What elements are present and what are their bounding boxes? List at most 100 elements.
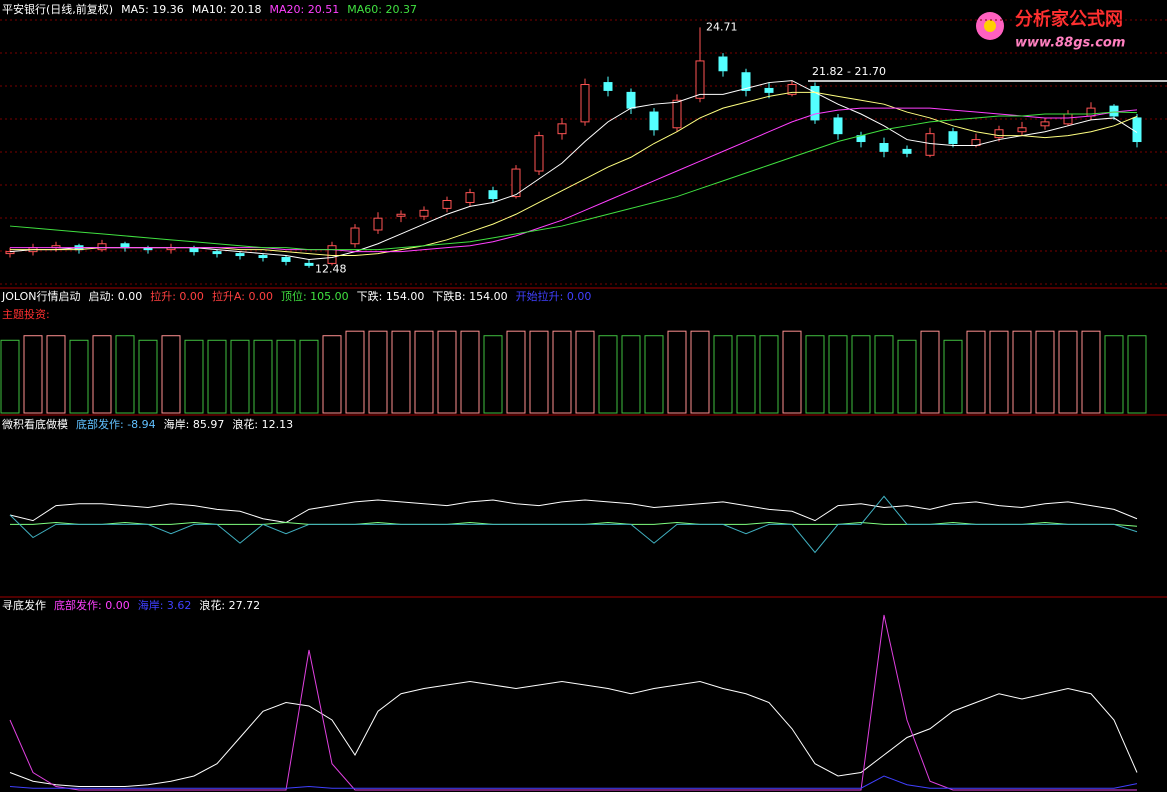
bar (1012, 330, 1032, 414)
candle-body (1040, 121, 1050, 127)
bar (667, 330, 687, 414)
candle-body (764, 87, 774, 93)
panel-title: JOLON行情启动 (1, 290, 81, 303)
bar (552, 330, 572, 414)
bar (805, 335, 825, 414)
line-series (9, 614, 1137, 791)
logo: 分析家公式网 www.88gs.com (976, 8, 1125, 51)
logo-title: 分析家公式网 (1015, 8, 1123, 30)
candle-body (741, 72, 751, 91)
bar (690, 330, 710, 414)
bar (989, 330, 1009, 414)
candle-body (281, 257, 291, 262)
bar (874, 335, 894, 414)
annotation: 24.71 (706, 20, 738, 33)
bar (736, 335, 756, 414)
header-value: MA20: 20.51 (270, 3, 340, 16)
candle-body (557, 123, 567, 135)
candle-body (994, 129, 1004, 139)
bar (529, 330, 549, 414)
header-value: 浪花: 12.13 (232, 417, 293, 431)
candle-body (235, 253, 245, 257)
header-value: 顶位: 105.00 (281, 289, 349, 303)
bar (253, 339, 273, 414)
candle-body (580, 84, 590, 123)
header-value: 拉升A: 0.00 (212, 289, 273, 303)
bar (207, 339, 227, 414)
bar (506, 330, 526, 414)
bar (598, 335, 618, 414)
bar (851, 335, 871, 414)
bar (276, 339, 296, 414)
candle-body (810, 85, 820, 121)
candle-body (672, 99, 682, 129)
candle-body (304, 262, 314, 266)
bar (69, 339, 89, 414)
candle-body (787, 84, 797, 95)
candle-body (833, 117, 843, 135)
line-series (9, 111, 1138, 251)
candle-body (695, 60, 705, 99)
annotation: 12.48 (315, 263, 347, 276)
bar (644, 335, 664, 414)
candle-body (258, 255, 268, 259)
candle-body (718, 56, 728, 72)
candle-body (488, 190, 498, 200)
bar (920, 330, 940, 414)
candle-body (879, 143, 889, 152)
line-series (9, 80, 1138, 260)
bar (92, 335, 112, 414)
header-value: MA10: 20.18 (192, 3, 262, 16)
candle-body (327, 245, 337, 264)
candle-body (5, 251, 15, 255)
logo-url: www.88gs.com (1015, 36, 1125, 51)
bar (828, 335, 848, 414)
candle-body (649, 111, 659, 131)
bar (575, 330, 595, 414)
header-value: MA5: 19.36 (121, 3, 184, 16)
bar (1035, 330, 1055, 414)
bar (713, 335, 733, 414)
bar (115, 335, 135, 414)
panel-title: 寻底发作 (2, 598, 46, 612)
header-value: 开始拉升: 0.00 (516, 289, 592, 303)
bar (299, 339, 319, 414)
bar (368, 330, 388, 414)
candle-body (511, 168, 521, 198)
annotation: 21.82 - 21.70 (812, 65, 886, 78)
bar (460, 330, 480, 414)
candle-body (1109, 105, 1119, 117)
line-series (9, 495, 1138, 554)
line-series (10, 107, 1138, 253)
header-value: MA60: 20.37 (347, 3, 417, 16)
candle-body (925, 133, 935, 156)
bar (437, 330, 457, 414)
bar (897, 339, 917, 414)
bar (621, 335, 641, 414)
candle-body (465, 192, 475, 203)
candle-body (1132, 117, 1142, 143)
bar (1058, 330, 1078, 414)
candle-body (97, 243, 107, 251)
bar (782, 330, 802, 414)
bar (138, 339, 158, 414)
subtitle: 主题投资: (2, 307, 50, 321)
bar (414, 330, 434, 414)
header-value: 启动: 0.00 (89, 290, 143, 303)
header-value: 海岸: 85.97 (164, 417, 225, 431)
panel-title: 微积看底做模 (2, 417, 68, 431)
bar (1081, 330, 1101, 414)
candle-body (1086, 107, 1096, 117)
bar (966, 330, 986, 414)
line-series (9, 499, 1138, 524)
header-value: 浪花: 27.72 (199, 598, 260, 612)
header-value: 下跌: 154.00 (357, 289, 425, 303)
bar (1104, 335, 1124, 414)
bar (483, 335, 503, 414)
candle-body (948, 131, 958, 144)
candle-body (626, 91, 636, 109)
bar (23, 335, 43, 414)
bar (322, 335, 342, 414)
candle-body (350, 227, 360, 245)
candle-body (419, 209, 429, 217)
